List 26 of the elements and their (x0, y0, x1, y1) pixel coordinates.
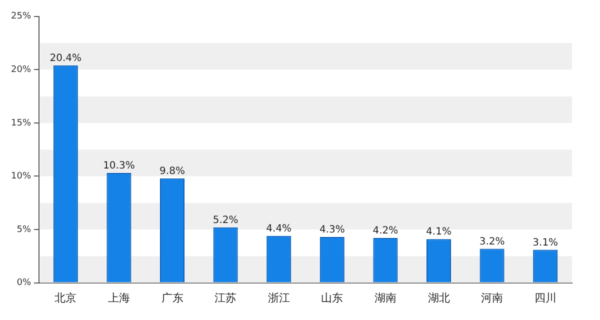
data-label: 4.2% (372, 226, 398, 237)
data-label: 10.3% (103, 160, 135, 172)
data-label: 4.4% (266, 224, 292, 235)
x-tick-label: 四川 (534, 291, 556, 304)
x-tick-label: 湖北 (428, 291, 450, 304)
x-tick-label: 北京 (54, 291, 77, 304)
data-label: 4.3% (319, 224, 345, 236)
y-tick-label: 15% (10, 118, 32, 128)
y-tick-label: 10% (10, 172, 32, 182)
data-label: 4.1% (426, 226, 452, 238)
y-tick-label: 0% (16, 278, 32, 288)
data-label: 3.2% (479, 236, 505, 248)
x-tick-label: 河南 (481, 291, 504, 304)
x-tick-label: 湖南 (374, 291, 396, 304)
x-tick-label: 广东 (161, 291, 184, 304)
x-tick-label: 山东 (321, 291, 344, 304)
x-tick-label: 浙江 (268, 291, 290, 304)
data-label: 20.4% (50, 53, 82, 64)
y-tick-label: 20% (10, 65, 32, 76)
x-tick-label: 上海 (108, 291, 130, 304)
x-tick-label: 江苏 (214, 291, 237, 304)
y-tick-label: 25% (10, 12, 32, 22)
data-label: 3.1% (532, 237, 558, 248)
data-label: 9.8% (160, 166, 185, 177)
y-tick-label: 5% (16, 224, 32, 235)
data-label: 5.2% (212, 214, 238, 226)
